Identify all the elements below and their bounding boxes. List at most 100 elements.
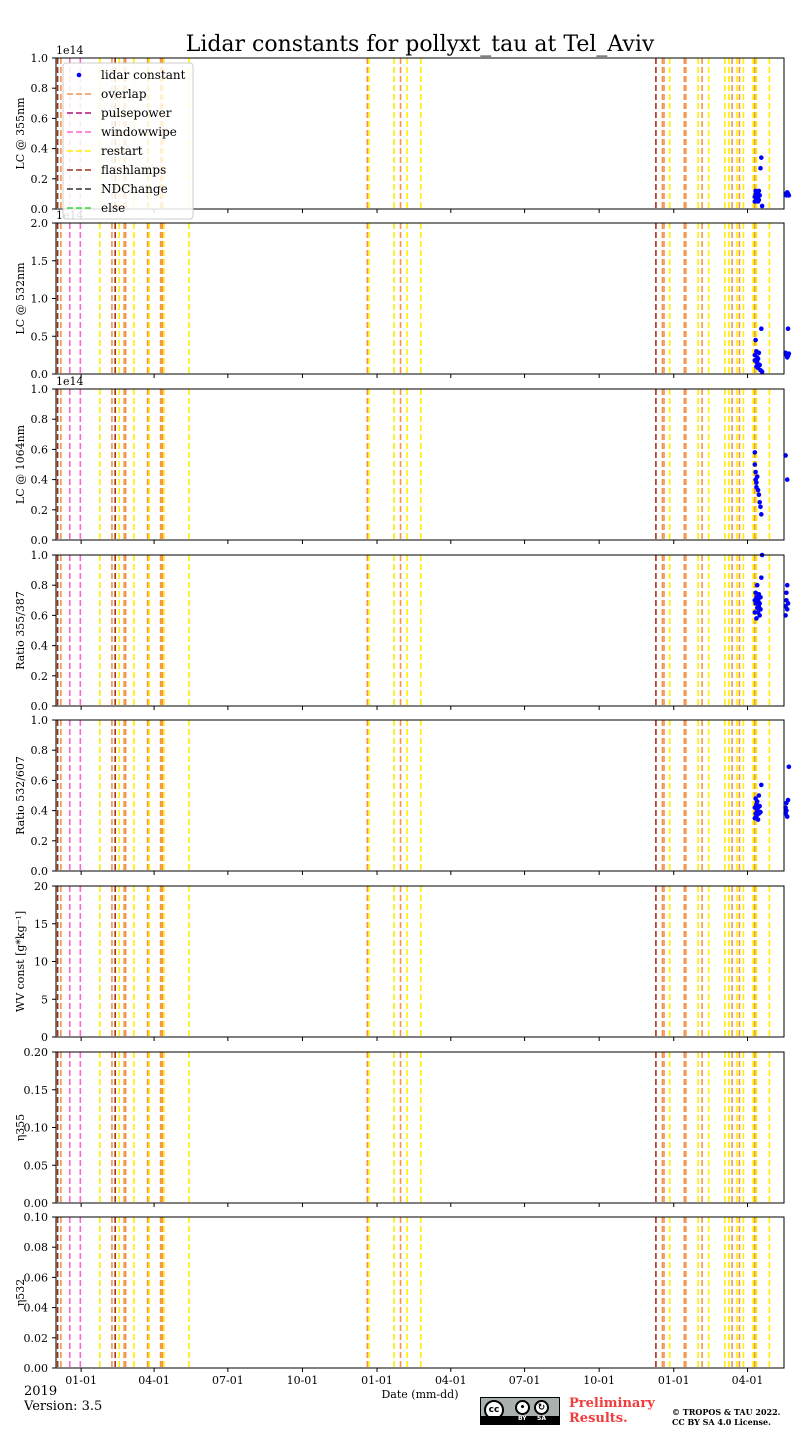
data-point [752,462,758,467]
y-tick-label: 0.0 [31,700,49,713]
data-point [784,607,790,612]
copyright-note: © TROPOS & TAU 2022. CC BY SA 4.0 Licens… [672,1407,781,1427]
sa-label: SA [537,1415,546,1422]
data-point [757,601,762,606]
y-tick-label: 0.6 [31,609,49,622]
y-tick-label: 0.4 [31,143,49,156]
y-tick-label: 0.10 [24,1122,49,1135]
y-tick-label: 0.8 [31,744,49,757]
y-axis-label: η532 [14,1279,27,1307]
data-point [784,808,789,813]
y-axis-label: WV const [g*kg⁻¹] [14,911,27,1012]
data-point [752,450,758,455]
data-point [756,197,762,203]
data-point [785,601,791,606]
x-tick-label: 04-01 [732,1374,764,1387]
chart-title: Lidar constants for pollyxt_tau at Tel_A… [186,32,655,57]
y-tick-label: 1.0 [31,549,49,562]
data-point [786,351,792,356]
panel-frame [55,57,785,210]
y-tick-label: 0.0 [31,865,49,878]
y-axis-label: LC @ 1064nm [14,424,27,504]
data-point [757,193,762,198]
y-tick-label: 1.0 [31,383,49,396]
data-point [759,512,764,517]
data-point [756,350,762,356]
y-tick-label: 0.0 [31,368,49,381]
legend-marker [76,72,82,78]
legend-label: else [101,201,125,215]
data-point [758,165,763,171]
by-person-icon: • [515,1400,530,1415]
data-point [753,337,758,343]
y-tick-label: 0.8 [31,82,49,95]
data-point [759,326,764,332]
y-tick-label: 0.4 [31,474,49,487]
y-tick-label: 5 [41,993,48,1006]
y-tick-label: 0.06 [24,1271,49,1284]
y-tick-label: 20 [34,880,48,893]
y-axis-label: η355 [14,1114,27,1142]
data-point [758,594,763,600]
y-tick-label: 0.6 [31,112,49,125]
data-point [757,362,762,368]
y-tick-label: 15 [34,918,48,931]
data-point [784,814,790,819]
y-tick-label: 0.4 [31,640,49,653]
data-point [753,469,758,475]
y-tick-label: 1.0 [31,293,49,306]
y-tick-label: 10 [34,956,48,969]
x-tick-label: 01-01 [658,1374,690,1387]
data-point [759,782,764,788]
y-axis-label: Ratio 355/387 [14,591,27,670]
y-tick-label: 1.5 [31,255,49,268]
y-axis-label: LC @ 532nm [14,262,27,335]
legend-box [62,62,194,220]
x-tick-label: 01-01 [65,1374,97,1387]
legend-label: lidar constant [101,68,186,82]
data-point [754,582,760,588]
y-tick-label: 0.08 [24,1241,49,1254]
y-tick-label: 0.00 [24,1362,49,1375]
y-tick-label: 0.02 [24,1332,49,1345]
data-point [755,487,761,493]
legend-label: flashlamps [101,163,166,177]
y-tick-label: 0 [41,1031,48,1044]
data-point [758,607,763,612]
y-tick-label: 0.8 [31,579,49,592]
y-tick-label: 0.2 [31,504,49,517]
y-tick-label: 0.2 [31,835,49,848]
data-point [755,356,761,362]
x-tick-label: 07-01 [509,1374,541,1387]
y-offset-text: 1e14 [56,375,84,388]
data-point [759,155,764,160]
legend-label: restart [101,144,143,158]
data-point [754,480,759,485]
data-point [786,193,792,198]
y-tick-label: 1.0 [31,52,49,65]
legend-label: windowwipe [101,125,177,139]
panel-frame [55,554,785,707]
data-point [759,575,764,580]
y-offset-text: 1e14 [56,44,84,57]
panel-frame [55,719,785,872]
y-tick-label: 0.00 [24,1197,49,1210]
y-tick-label: 0.5 [31,330,49,343]
y-tick-label: 2.0 [31,217,49,230]
y-tick-label: 0.0 [31,203,49,216]
legend-label: overlap [101,87,147,101]
x-tick-label: 10-01 [583,1374,615,1387]
y-tick-label: 0.10 [24,1211,49,1224]
panel-frame [55,1216,785,1369]
y-tick-label: 0.15 [24,1084,49,1097]
legend-label: NDChange [101,182,168,196]
data-point [784,582,790,588]
data-point [786,764,792,770]
x-axis-label: Date (mm-dd) [381,1388,458,1401]
y-axis-label: LC @ 355nm [14,97,27,170]
y-tick-label: 0.05 [24,1159,49,1172]
data-point [759,203,765,209]
data-point [757,613,762,618]
data-point [755,817,761,822]
